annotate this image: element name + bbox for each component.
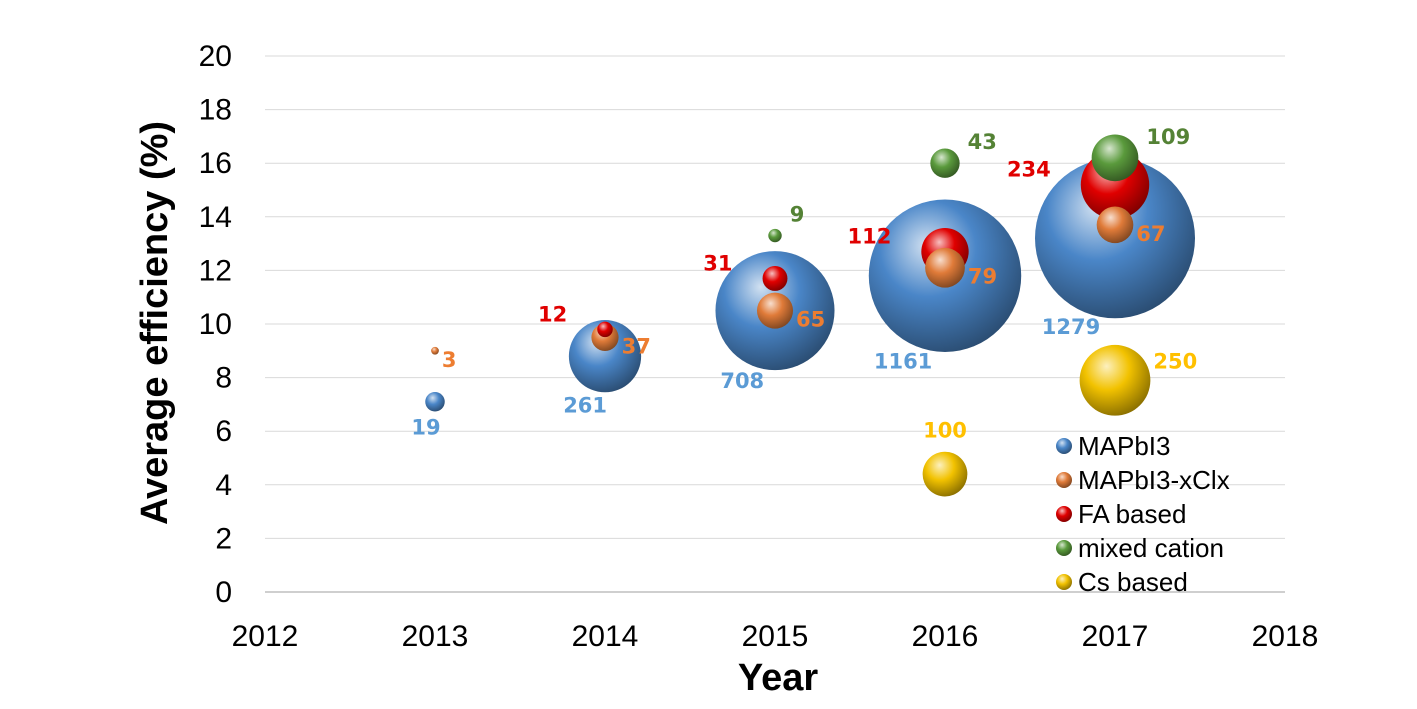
y-tick-label: 12 xyxy=(199,254,232,287)
y-tick-label: 20 xyxy=(199,40,232,73)
bubble-mapbi3-xclx xyxy=(756,292,794,329)
data-labels: 19 261 708 1161 1279 3 37 65 79 67 12 31 112 234 9 43 10… xyxy=(411,125,1197,443)
legend-marker xyxy=(1056,438,1072,454)
bubble-mixed-cation xyxy=(930,148,960,178)
bubble-mixed-cation xyxy=(1091,134,1139,182)
y-tick-label: 6 xyxy=(215,415,232,448)
legend-marker xyxy=(1056,540,1072,556)
bubble-cs-based xyxy=(922,451,968,497)
x-tick-label: 2014 xyxy=(572,620,639,653)
x-axis-title: Year xyxy=(738,657,819,699)
bubble-size-label: 109 xyxy=(1146,125,1190,149)
y-tick-label: 18 xyxy=(199,94,232,127)
legend-label: mixed cation xyxy=(1078,533,1224,563)
bubble-mapbi3 xyxy=(425,391,445,412)
bubble-mapbi3-xclx xyxy=(925,247,965,288)
x-tick-label: 2013 xyxy=(402,620,469,653)
bubble-fa-based xyxy=(597,321,613,338)
y-tick-label: 16 xyxy=(199,147,232,180)
bubble-size-label: 9 xyxy=(790,203,805,227)
bubble-size-label: 67 xyxy=(1136,222,1165,246)
legend-label: Cs based xyxy=(1078,567,1188,597)
bubble-mixed-cation xyxy=(768,228,782,243)
bubble-size-label: 234 xyxy=(1007,158,1051,182)
bubble-size-label: 112 xyxy=(847,225,891,249)
bubble-size-label: 100 xyxy=(923,419,967,443)
bubble-size-label: 65 xyxy=(796,308,825,332)
bubble-size-label: 1279 xyxy=(1042,315,1100,339)
x-tick-label: 2015 xyxy=(742,620,809,653)
bubble-mapbi3 xyxy=(568,320,642,393)
y-tick-label: 10 xyxy=(199,308,232,341)
bubble-size-label: 43 xyxy=(968,130,997,154)
y-tick-label: 14 xyxy=(199,201,232,234)
legend-marker xyxy=(1056,472,1072,488)
bubble-size-label: 708 xyxy=(720,369,764,393)
legend-marker xyxy=(1056,574,1072,590)
x-axis-ticks: 2012 2013 2014 2015 2016 2017 2018 xyxy=(232,620,1319,653)
legend-label: FA based xyxy=(1078,499,1186,529)
bubble-size-label: 3 xyxy=(442,348,457,372)
bubble-size-label: 19 xyxy=(411,415,440,439)
legend-marker xyxy=(1056,506,1072,522)
bubble-mapbi3-xclx xyxy=(431,346,439,355)
legend-label: MAPbI3 xyxy=(1078,431,1171,461)
bubble-size-label: 250 xyxy=(1153,349,1197,373)
bubbles xyxy=(425,134,1195,497)
y-tick-label: 8 xyxy=(215,362,232,395)
y-tick-label: 2 xyxy=(215,522,232,555)
y-axis-ticks: 0 2 4 6 8 10 12 14 16 18 20 xyxy=(199,40,232,609)
bubble-size-label: 1161 xyxy=(874,349,932,373)
bubble-size-label: 79 xyxy=(968,265,997,289)
y-axis-title: Average efficiency (%) xyxy=(134,121,176,525)
bubble-fa-based xyxy=(762,265,788,291)
x-tick-label: 2016 xyxy=(912,620,979,653)
legend-label: MAPbI3-xClx xyxy=(1078,465,1230,495)
x-tick-label: 2017 xyxy=(1082,620,1149,653)
bubble-size-label: 12 xyxy=(538,302,567,326)
y-tick-label: 0 xyxy=(215,576,232,609)
bubble-size-label: 261 xyxy=(563,394,607,418)
x-tick-label: 2018 xyxy=(1252,620,1319,653)
legend: MAPbI3 MAPbI3-xClx FA based mixed cation Cs … xyxy=(1056,431,1230,597)
bubble-cs-based xyxy=(1079,344,1151,416)
x-tick-label: 2012 xyxy=(232,620,299,653)
bubble-size-label: 31 xyxy=(703,251,732,275)
bubble-mapbi3-xclx xyxy=(1096,206,1134,244)
y-tick-label: 4 xyxy=(215,469,232,502)
bubble-size-label: 37 xyxy=(622,334,651,358)
